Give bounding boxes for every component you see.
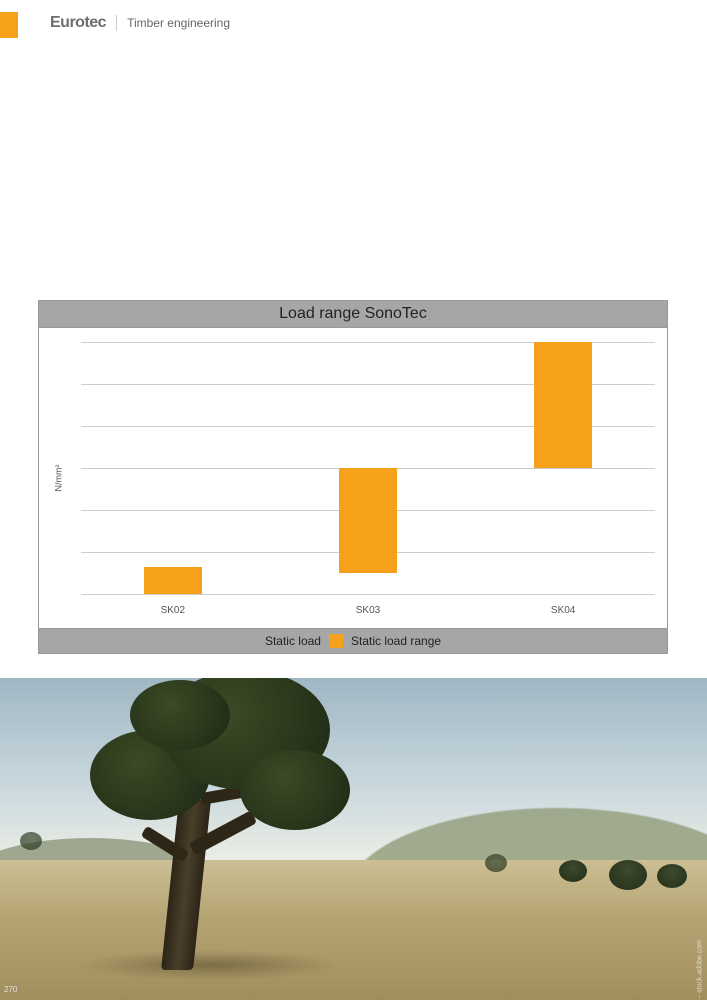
small-tree <box>657 864 687 888</box>
legend-label: Static load range <box>351 634 441 648</box>
chart-title: Load range SonoTec <box>39 301 667 328</box>
accent-block <box>0 12 18 38</box>
small-tree <box>20 832 42 850</box>
page-number: 270 <box>4 985 17 994</box>
photo-credit: © photo – stock.adobe.com <box>696 940 703 1000</box>
page-header: Eurotec Timber engineering <box>50 14 230 32</box>
tree-canopy <box>240 750 350 830</box>
range-chart: Load range SonoTec N/mm² SK02SK03SK04 St… <box>38 300 668 654</box>
brand-logo: Eurotec <box>50 14 106 32</box>
chart-bar <box>144 567 201 594</box>
header-subtitle: Timber engineering <box>127 16 230 30</box>
small-tree <box>609 860 647 890</box>
legend-prefix: Static load <box>265 634 321 648</box>
chart-bar <box>339 468 396 573</box>
chart-legend: Static load Static load range <box>39 628 667 653</box>
chart-bar <box>534 342 591 468</box>
small-tree <box>485 854 507 872</box>
chart-xlabel: SK02 <box>144 605 201 616</box>
chart-plot: N/mm² SK02SK03SK04 <box>39 328 667 628</box>
header-divider <box>116 15 117 31</box>
chart-grid: SK02SK03SK04 <box>81 342 655 594</box>
landscape-photo: © photo – stock.adobe.com <box>0 678 707 1000</box>
chart-xlabel: SK03 <box>339 605 396 616</box>
chart-xlabel: SK04 <box>534 605 591 616</box>
chart-ylabel: N/mm² <box>54 465 64 492</box>
gridline <box>81 594 655 595</box>
legend-swatch <box>329 634 343 648</box>
photo-shadow <box>80 950 340 980</box>
small-tree <box>559 860 587 882</box>
tree-canopy <box>130 680 230 750</box>
